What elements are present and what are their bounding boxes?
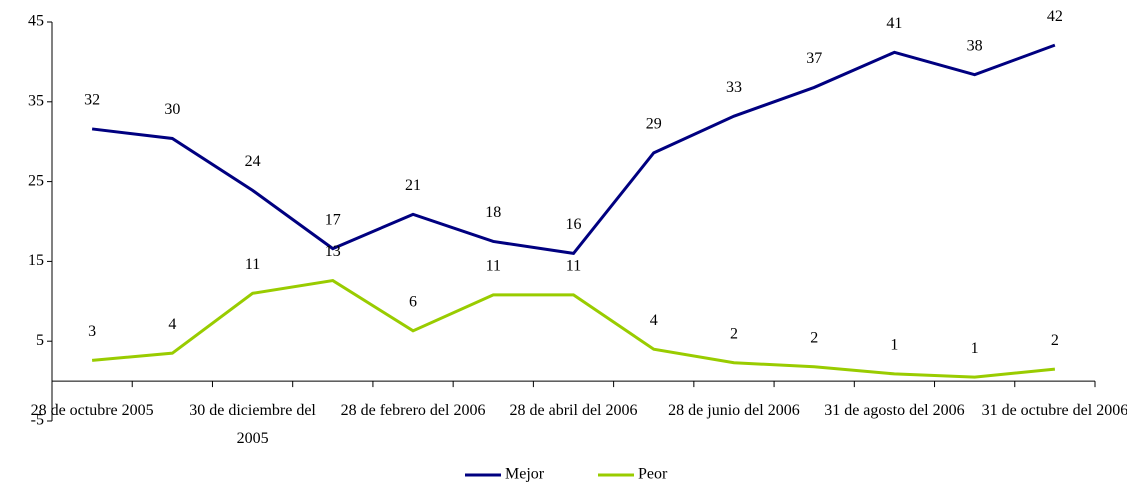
series-line xyxy=(91,278,1056,379)
y-tick-label: -5 xyxy=(31,412,44,429)
data-label: 11 xyxy=(486,258,501,275)
x-tick-label: 28 de febrero del 2006 xyxy=(340,402,486,419)
y-tick-label: 5 xyxy=(36,332,44,349)
data-label: 2 xyxy=(1051,332,1059,349)
data-label: 21 xyxy=(405,177,421,194)
legend-label: Mejor xyxy=(505,466,545,483)
data-label: 18 xyxy=(485,204,501,221)
data-label: 16 xyxy=(566,216,582,233)
data-label: 11 xyxy=(245,256,260,273)
data-label: 2 xyxy=(810,329,818,346)
data-label: 42 xyxy=(1047,8,1063,25)
data-label: 38 xyxy=(967,37,983,54)
x-tick-label: 28 de junio del 2006 xyxy=(668,402,800,419)
x-tick-label-box: 28 de octubre 2005 xyxy=(30,402,154,419)
x-tick-label: 31 de agosto del 2006 xyxy=(824,402,965,419)
data-label: 41 xyxy=(886,15,902,32)
x-tick-label: 28 de octubre 2005 xyxy=(30,402,154,419)
data-label: 1 xyxy=(971,340,979,357)
data-label: 6 xyxy=(409,293,417,310)
x-tick-label: 28 de abril del 2006 xyxy=(509,402,638,419)
y-tick-label: 15 xyxy=(28,252,44,269)
x-tick-label-box: 28 de febrero del 2006 xyxy=(340,402,486,419)
x-tick-label: 31 de octubre del 2006 xyxy=(981,402,1127,419)
data-label: 17 xyxy=(325,211,341,228)
x-tick-label: 30 de diciembre del 2005 xyxy=(189,402,316,447)
x-tick-label-box: 28 de abril del 2006 xyxy=(509,402,638,419)
x-tick-label-box: 31 de octubre del 2006 xyxy=(981,402,1127,419)
data-label: 24 xyxy=(245,153,261,170)
x-tick-label-box: 30 de diciembre del 2005 xyxy=(189,402,316,447)
series-line xyxy=(91,43,1056,256)
data-label: 11 xyxy=(566,258,581,275)
legend-label: Peor xyxy=(638,466,668,483)
x-tick-label-box: 28 de junio del 2006 xyxy=(668,402,800,419)
data-label: 37 xyxy=(806,50,822,67)
data-label: 4 xyxy=(168,316,176,333)
y-tick-label: 25 xyxy=(28,172,44,189)
data-label: 13 xyxy=(325,243,341,260)
data-label: 2 xyxy=(730,325,738,342)
data-label: 1 xyxy=(890,337,898,354)
x-tick-label-box: 31 de agosto del 2006 xyxy=(824,402,965,419)
y-tick-label: 45 xyxy=(28,13,44,30)
data-label: 32 xyxy=(84,92,100,109)
data-label: 4 xyxy=(650,312,658,329)
data-label: 33 xyxy=(726,79,742,96)
data-label: 29 xyxy=(646,116,662,133)
data-label: 30 xyxy=(164,101,180,118)
y-tick-label: 35 xyxy=(28,92,44,109)
data-label: 3 xyxy=(88,323,96,340)
